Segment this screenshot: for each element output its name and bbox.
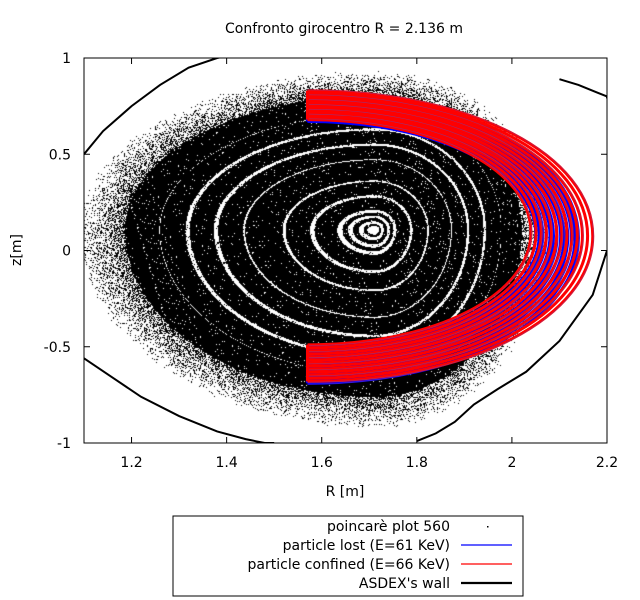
orbit-confined-line-6 — [307, 103, 564, 365]
wall-segment-3 — [416, 250, 607, 443]
legend-label-confined: particle confined (E=66 KeV) — [248, 557, 450, 573]
orbit-confined-detail-3 — [307, 104, 563, 365]
orbit-confined-line-12 — [307, 89, 595, 383]
x-tick-label: 2.2 — [596, 455, 618, 471]
y-axis-label: z[m] — [9, 234, 25, 266]
orbit-confined-line-3 — [307, 110, 548, 356]
orbit-confined-detail-1 — [307, 113, 543, 352]
chart-title: Confronto girocentro R = 2.136 m — [225, 21, 463, 37]
x-tick-label: 2 — [507, 455, 516, 471]
orbit-confined-detail-4 — [307, 99, 574, 371]
legend-mark-poincare — [487, 526, 489, 528]
orbit-confined-line-5 — [307, 106, 559, 362]
wall-segment-2 — [559, 78, 607, 99]
x-tick-label: 1.8 — [406, 455, 428, 471]
x-axis-label: R [m] — [326, 484, 365, 500]
legend-label-lost: particle lost (E=61 KeV) — [283, 538, 450, 554]
orbit-confined-line-7 — [307, 101, 569, 368]
axis-ticks: 1.2 1.4 1.6 1.8 2 2.2 -1 -0.5 0 0.5 1 — [44, 51, 618, 471]
orbit-confined-line-11 — [307, 91, 590, 380]
y-tick-label: 0.5 — [49, 147, 71, 163]
orbit-confined-line-2 — [307, 113, 543, 353]
legend: poincarè plot 560 particle lost (E=61 Ke… — [172, 515, 524, 597]
orbit-confined-detail-5 — [307, 94, 584, 377]
x-tick-label: 1.4 — [216, 455, 238, 471]
orbit-confined-line-0 — [307, 118, 533, 347]
orbit-confined-detail-0 — [307, 118, 532, 346]
orbit-confined-line-8 — [307, 98, 574, 371]
x-tick-label: 1.6 — [311, 455, 333, 471]
orbit-confined-line-10 — [307, 94, 584, 377]
y-tick-label: -0.5 — [44, 340, 71, 356]
legend-label-wall: ASDEX's wall — [359, 576, 450, 592]
wall-segment-0 — [84, 58, 223, 155]
orbit-confined-line-9 — [307, 96, 579, 374]
orbit-confined — [305, 89, 595, 383]
y-tick-label: 1 — [62, 51, 71, 67]
orbit-confined-line-1 — [307, 115, 538, 350]
y-tick-label: -1 — [57, 436, 71, 452]
legend-label-poincare: poincarè plot 560 — [327, 519, 450, 535]
wall-segment-1 — [84, 357, 275, 443]
y-tick-label: 0 — [62, 244, 71, 260]
x-tick-label: 1.2 — [120, 455, 142, 471]
orbit-confined-line-4 — [307, 108, 554, 359]
orbit-confined-detail-2 — [307, 108, 553, 359]
orbit-confined-detail-6 — [307, 89, 594, 383]
